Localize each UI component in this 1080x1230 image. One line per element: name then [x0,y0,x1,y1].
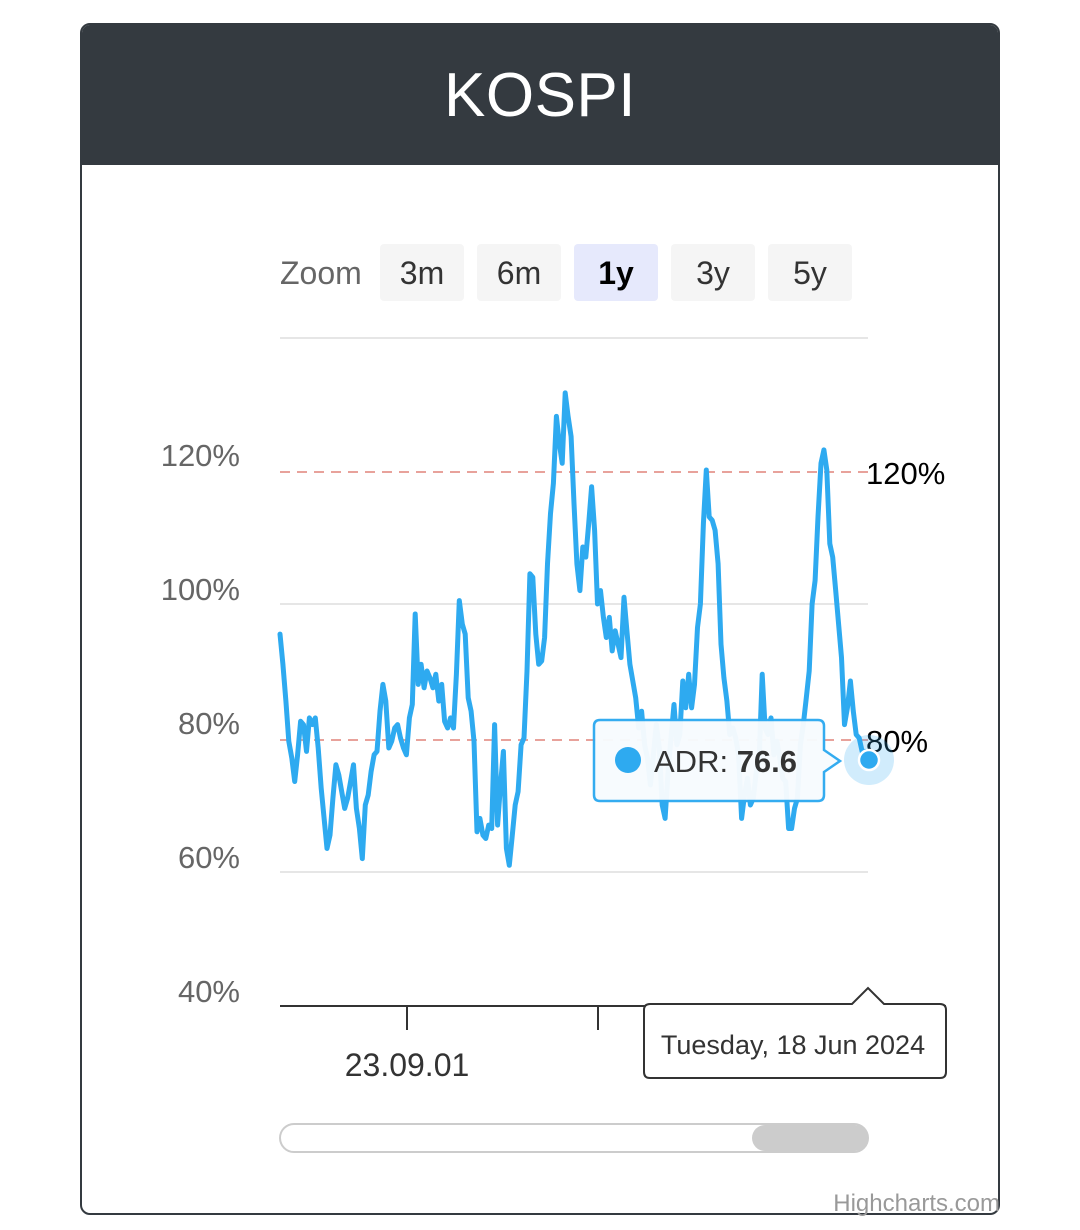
chart-card: KOSPI [80,23,1000,1215]
hover-point [857,748,881,772]
date-tooltip-box [643,986,947,1079]
zoom-button-bg[interactable] [477,244,561,301]
y-axis-labels: 40% 60% 80% 100% 120% [161,438,240,1009]
tooltip-colon: : [719,744,736,779]
tooltip-value: 76.6 [737,744,797,779]
y-axis-tick-label: 120% [161,438,240,473]
tooltip-box [592,718,843,803]
scrollbar-thumb[interactable] [752,1125,868,1151]
plot-line-label: 120% [866,456,945,491]
zoom-button-label[interactable]: 3y [696,255,730,291]
date-tooltip: Tuesday, 18 Jun 2024 [643,986,947,1079]
zoom-button-bg[interactable] [574,244,658,301]
zoom-button-5y[interactable]: 5y [768,244,852,301]
credits-link[interactable]: Highcharts.com [833,1190,1000,1217]
navigator-scrollbar[interactable] [279,1123,869,1153]
tooltip-series-name: ADR [654,744,719,779]
zoom-label: Zoom [280,255,362,291]
y-axis-tick-label: 60% [178,840,240,875]
zoom-button-3m[interactable]: 3m [380,244,464,301]
zoom-button-3y[interactable]: 3y [671,244,755,301]
zoom-button-label[interactable]: 3m [400,255,444,291]
zoom-button-1y[interactable]: 1y [574,244,658,301]
y-axis-tick-label: 40% [178,974,240,1009]
y-axis-tick-label: 80% [178,706,240,741]
zoom-button-label[interactable]: 1y [598,255,634,291]
date-tooltip-text: Tuesday, 18 Jun 2024 [661,1030,925,1060]
zoom-button-6m[interactable]: 6m [477,244,561,301]
range-selector: Zoom 3m 6m 1y 3y 5y [280,244,852,301]
x-axis-tick-label: 23.09.01 [345,1047,470,1083]
y-axis-tick-label: 100% [161,572,240,607]
zoom-button-bg[interactable] [380,244,464,301]
card-header: KOSPI [82,25,998,165]
tooltip-text: ADR: 76.6 [654,744,797,779]
zoom-button-bg[interactable] [768,244,852,301]
zoom-button-label[interactable]: 5y [793,255,827,291]
grid [280,337,868,873]
hover-marker [844,735,894,785]
tooltip-marker [615,747,641,773]
chart-title: KOSPI [443,60,636,130]
zoom-button-label[interactable]: 6m [497,255,541,291]
zoom-button-bg[interactable] [671,244,755,301]
tooltip: ADR: 76.6 [592,718,843,803]
